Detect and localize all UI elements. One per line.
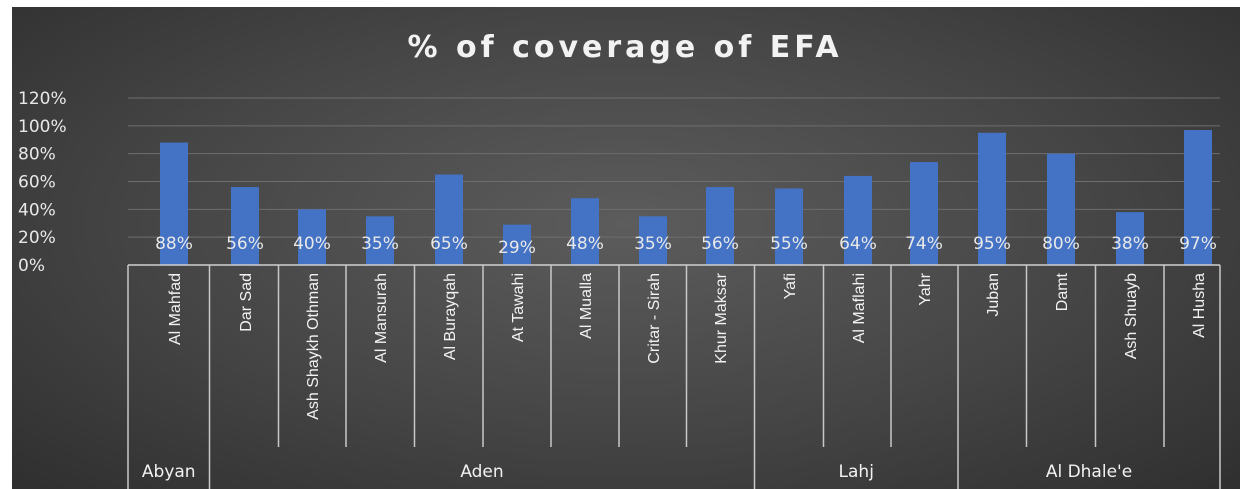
category-label: Al Mahfad	[167, 273, 184, 345]
data-label: 35%	[361, 234, 399, 254]
data-label: 35%	[634, 234, 672, 254]
category-label: Dar Sad	[238, 273, 255, 332]
category-label: Al Burayqah	[442, 273, 459, 360]
data-label: 56%	[226, 234, 264, 254]
category-label: Yahr	[917, 272, 934, 305]
category-label: Critar - Sirah	[646, 273, 663, 364]
y-tick-label: 120%	[18, 89, 67, 109]
category-label: Ash Shuayb	[1123, 273, 1140, 359]
category-label: At Tawahi	[510, 273, 527, 342]
category-axis: Al Mahfad Dar Sad Ash Shaykh Othman Al Mans…	[128, 265, 1220, 489]
category-label: Damt	[1054, 272, 1071, 311]
data-label: 80%	[1042, 234, 1080, 254]
y-tick-label: 20%	[18, 228, 56, 248]
group-label: Aden	[460, 462, 503, 482]
data-label: 55%	[770, 234, 808, 254]
y-tick-label: 40%	[18, 200, 56, 220]
y-tick-label: 80%	[18, 145, 56, 165]
data-label: 97%	[1179, 234, 1217, 254]
category-label: Yafi	[782, 273, 799, 299]
group-label: Al Dhale'e	[1046, 462, 1132, 482]
category-label: Khur Maksar	[713, 272, 730, 363]
data-label: 65%	[430, 234, 468, 254]
group-label: Lahj	[839, 462, 874, 482]
data-label: 56%	[701, 234, 739, 254]
data-label: 88%	[155, 234, 193, 254]
y-tick-label: 60%	[18, 173, 56, 193]
chart-svg: % of coverage of EFA 0% 20% 40% 60% 80% 100% 1…	[12, 7, 1240, 489]
category-label: Al Mansurah	[373, 273, 390, 363]
category-label: Al Husha	[1191, 273, 1208, 338]
chart-title: % of coverage of EFA	[407, 30, 842, 65]
category-label: Juban	[985, 273, 1002, 317]
data-label: 40%	[293, 234, 331, 254]
category-label: Al Mualla	[578, 273, 595, 339]
data-label: 64%	[839, 234, 877, 254]
data-label: 29%	[498, 238, 536, 258]
y-axis: 0% 20% 40% 60% 80% 100% 120%	[18, 89, 67, 276]
y-tick-label: 0%	[18, 256, 45, 276]
data-label: 95%	[973, 234, 1011, 254]
y-tick-label: 100%	[18, 117, 67, 137]
data-label: 48%	[566, 234, 604, 254]
group-label: Abyan	[142, 462, 196, 482]
category-label: Al Maflahi	[851, 273, 868, 343]
data-label: 74%	[905, 234, 943, 254]
category-label: Ash Shaykh Othman	[305, 273, 322, 420]
data-label: 38%	[1111, 234, 1149, 254]
bar	[571, 198, 599, 265]
chart-area: % of coverage of EFA 0% 20% 40% 60% 80% 100% 1…	[12, 7, 1240, 489]
